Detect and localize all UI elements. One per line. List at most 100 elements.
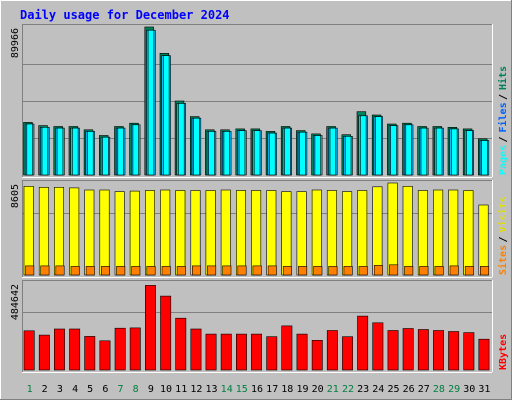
bar-sites-day-27 [419,266,429,276]
x-tick-label-day-13: 13 [205,384,217,395]
bar-kbytes-day-20 [311,339,323,371]
bar-sites-day-20 [313,266,323,276]
bar-kbytes-day-7 [114,327,126,371]
bar-kbytes-day-16 [251,333,262,371]
bar-sites-day-9 [146,266,156,276]
bar-sites-day-7 [116,266,126,276]
bar-visits-day-15 [236,190,247,276]
x-tick-label-day-24: 24 [372,384,384,395]
bar-pages-day-11 [178,103,185,176]
bar-visits-day-31 [478,204,489,276]
legend-separator: / [498,94,509,100]
x-tick-label-day-28: 28 [433,384,445,395]
bar-pages-day-27 [420,127,428,176]
bar-sites-day-13 [207,265,217,276]
bar-sites-day-2 [40,265,50,276]
x-tick-label-day-30: 30 [463,384,475,395]
bar-sites-day-6 [101,266,111,276]
bar-pages-day-4 [72,127,79,176]
bar-kbytes-day-12 [190,328,202,371]
bar-kbytes-day-3 [53,328,65,371]
bar-visits-day-9 [145,190,156,276]
x-tick-label-day-8: 8 [133,384,139,395]
bar-pages-day-2 [41,127,49,176]
bar-kbytes-day-13 [205,333,217,371]
bar-kbytes-day-14 [220,333,232,371]
bar-kbytes-day-31 [478,338,490,371]
bar-sites-day-22 [343,266,353,276]
bar-sites-day-31 [479,266,489,276]
bar-pages-day-18 [284,127,291,176]
bar-kbytes-day-21 [326,330,338,371]
bar-kbytes-day-5 [84,336,96,371]
bar-pages-day-16 [253,130,261,176]
x-tick-label-day-6: 6 [102,384,108,395]
panel-kbytes: 484642 KBytes [10,280,509,373]
bar-pages-day-26 [405,124,412,176]
bar-pages-day-22 [344,136,352,176]
bar-pages-day-12 [193,117,200,176]
bar-sites-day-17 [267,265,277,276]
legend-label-pages: Pages [498,145,509,175]
legend-label-files: Files [497,102,509,132]
x-axis-day-labels: 1 2 3 4 5 6 7 8 9 10 11 12 13 14 15 16 17 18 19 20 21 22 23 24 2… [27,384,491,395]
bar-pages-day-17 [269,132,276,176]
bar-sites-day-25 [389,264,399,276]
bar-kbytes-day-23 [357,315,369,371]
bar-pages-day-1 [26,123,33,176]
x-tick-label-day-3: 3 [57,384,63,395]
bar-pages-day-24 [375,116,382,176]
bar-visits-day-1 [23,186,34,276]
bar-kbytes-day-18 [281,325,293,371]
bar-visits-day-5 [84,189,95,276]
bar-visits-day-22 [342,191,353,276]
bar-visits-day-20 [311,189,322,276]
bar-kbytes-day-29 [448,331,460,371]
bar-sites-day-29 [449,265,459,276]
bar-pages-day-13 [208,131,215,176]
chart-title: Daily usage for December 2024 [20,8,230,22]
panel-hits_files_pages: 89966 Pages / Files / Hits [10,24,509,178]
bar-pages-day-19 [299,131,306,176]
bar-kbytes-day-28 [433,330,444,371]
x-tick-label-day-19: 19 [296,384,308,395]
chart-panels: 89966 Pages / Files / Hits 8605 Sites / Visits 484… [10,24,509,373]
bar-pages-day-15 [238,130,246,176]
bar-sites-day-5 [85,266,95,276]
bar-pages-day-6 [102,136,109,176]
bar-pages-day-23 [359,115,367,176]
bar-kbytes-day-4 [69,328,81,371]
x-tick-label-day-5: 5 [87,384,93,395]
bar-sites-day-30 [464,266,474,276]
bar-pages-day-8 [132,124,139,176]
x-tick-label-day-9: 9 [148,384,154,395]
bar-sites-day-21 [328,266,338,276]
x-tick-label-day-25: 25 [387,384,399,395]
bar-kbytes-day-22 [342,336,353,371]
x-tick-label-day-17: 17 [266,384,278,395]
bar-pages-day-30 [466,130,473,176]
bar-sites-day-18 [282,266,292,276]
legend-label-sites: Sites [497,245,509,275]
x-tick-label-day-18: 18 [281,384,293,395]
legend-separator: / [498,236,509,242]
bar-kbytes-day-6 [99,340,111,371]
legend-label-kbytes: KBytes [498,334,509,370]
bar-sites-day-8 [131,266,141,276]
bar-visits-day-6 [99,189,110,276]
x-tick-label-day-22: 22 [342,384,354,395]
bar-pages-day-29 [450,128,458,176]
bar-pages-day-7 [117,127,124,176]
x-tick-label-day-23: 23 [357,384,369,395]
bar-pages-day-5 [87,131,94,176]
bar-sites-day-15 [237,265,247,276]
bar-visits-day-7 [114,191,125,276]
bar-sites-day-19 [298,266,308,276]
bar-kbytes-day-30 [463,332,475,371]
bar-visits-day-2 [38,187,49,276]
legend-label-visits: Visits [497,196,509,232]
bar-sites-day-24 [373,265,383,276]
x-tick-label-day-26: 26 [403,384,415,395]
bar-sites-day-10 [161,266,171,276]
bar-visits-day-30 [463,190,474,276]
